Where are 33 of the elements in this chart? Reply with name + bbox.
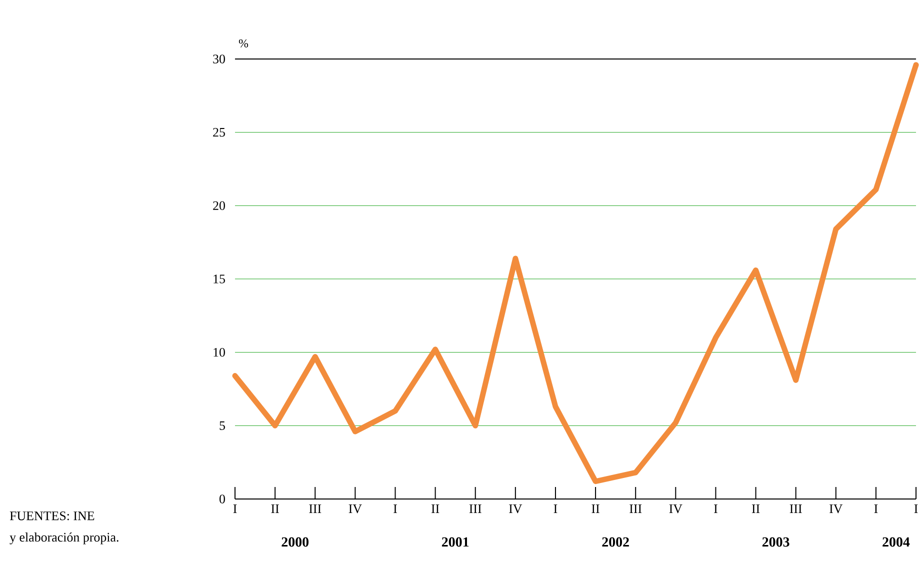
- y-tick-label: 10: [214, 348, 225, 357]
- y-axis-title: %: [238, 39, 248, 48]
- x-tick-label: IV: [830, 504, 843, 514]
- y-tick-label: 15: [214, 274, 225, 284]
- x-tick-label: II: [431, 504, 440, 513]
- y-tick-label: 25: [213, 128, 225, 137]
- y-tick-label: 0: [220, 494, 225, 504]
- y-tick-label: 5: [220, 421, 225, 430]
- x-tick-label: III: [309, 504, 322, 513]
- x-tick-label: II: [592, 504, 600, 513]
- x-tick-label: IV: [509, 504, 522, 514]
- x-tick-label: I: [233, 504, 237, 513]
- x-tick-label: I: [714, 504, 718, 513]
- text: y elaboración propia.: [10, 532, 118, 544]
- x-tick-label: II: [752, 504, 760, 513]
- x-tick-label: IV: [669, 504, 682, 514]
- text: 2000: [282, 537, 309, 547]
- source-note: FUENTES: INE: [10, 512, 94, 520]
- text: 2001: [442, 537, 469, 547]
- text: 2004: [882, 537, 910, 547]
- text: 2003: [762, 537, 790, 547]
- x-tick-label: I: [394, 504, 397, 513]
- y-tick-label: 20: [213, 201, 225, 210]
- x-tick-label: III: [630, 504, 642, 513]
- x-tick-label: I: [554, 504, 558, 513]
- x-tick-label: II: [271, 504, 279, 513]
- x-tick-label: III: [790, 504, 802, 513]
- x-tick-label: I: [914, 504, 918, 513]
- text: 2002: [602, 537, 629, 547]
- x-tick-label: I: [874, 504, 878, 513]
- y-tick-label: 30: [213, 54, 225, 64]
- x-tick-label: III: [469, 504, 482, 513]
- x-tick-label: IV: [348, 504, 362, 514]
